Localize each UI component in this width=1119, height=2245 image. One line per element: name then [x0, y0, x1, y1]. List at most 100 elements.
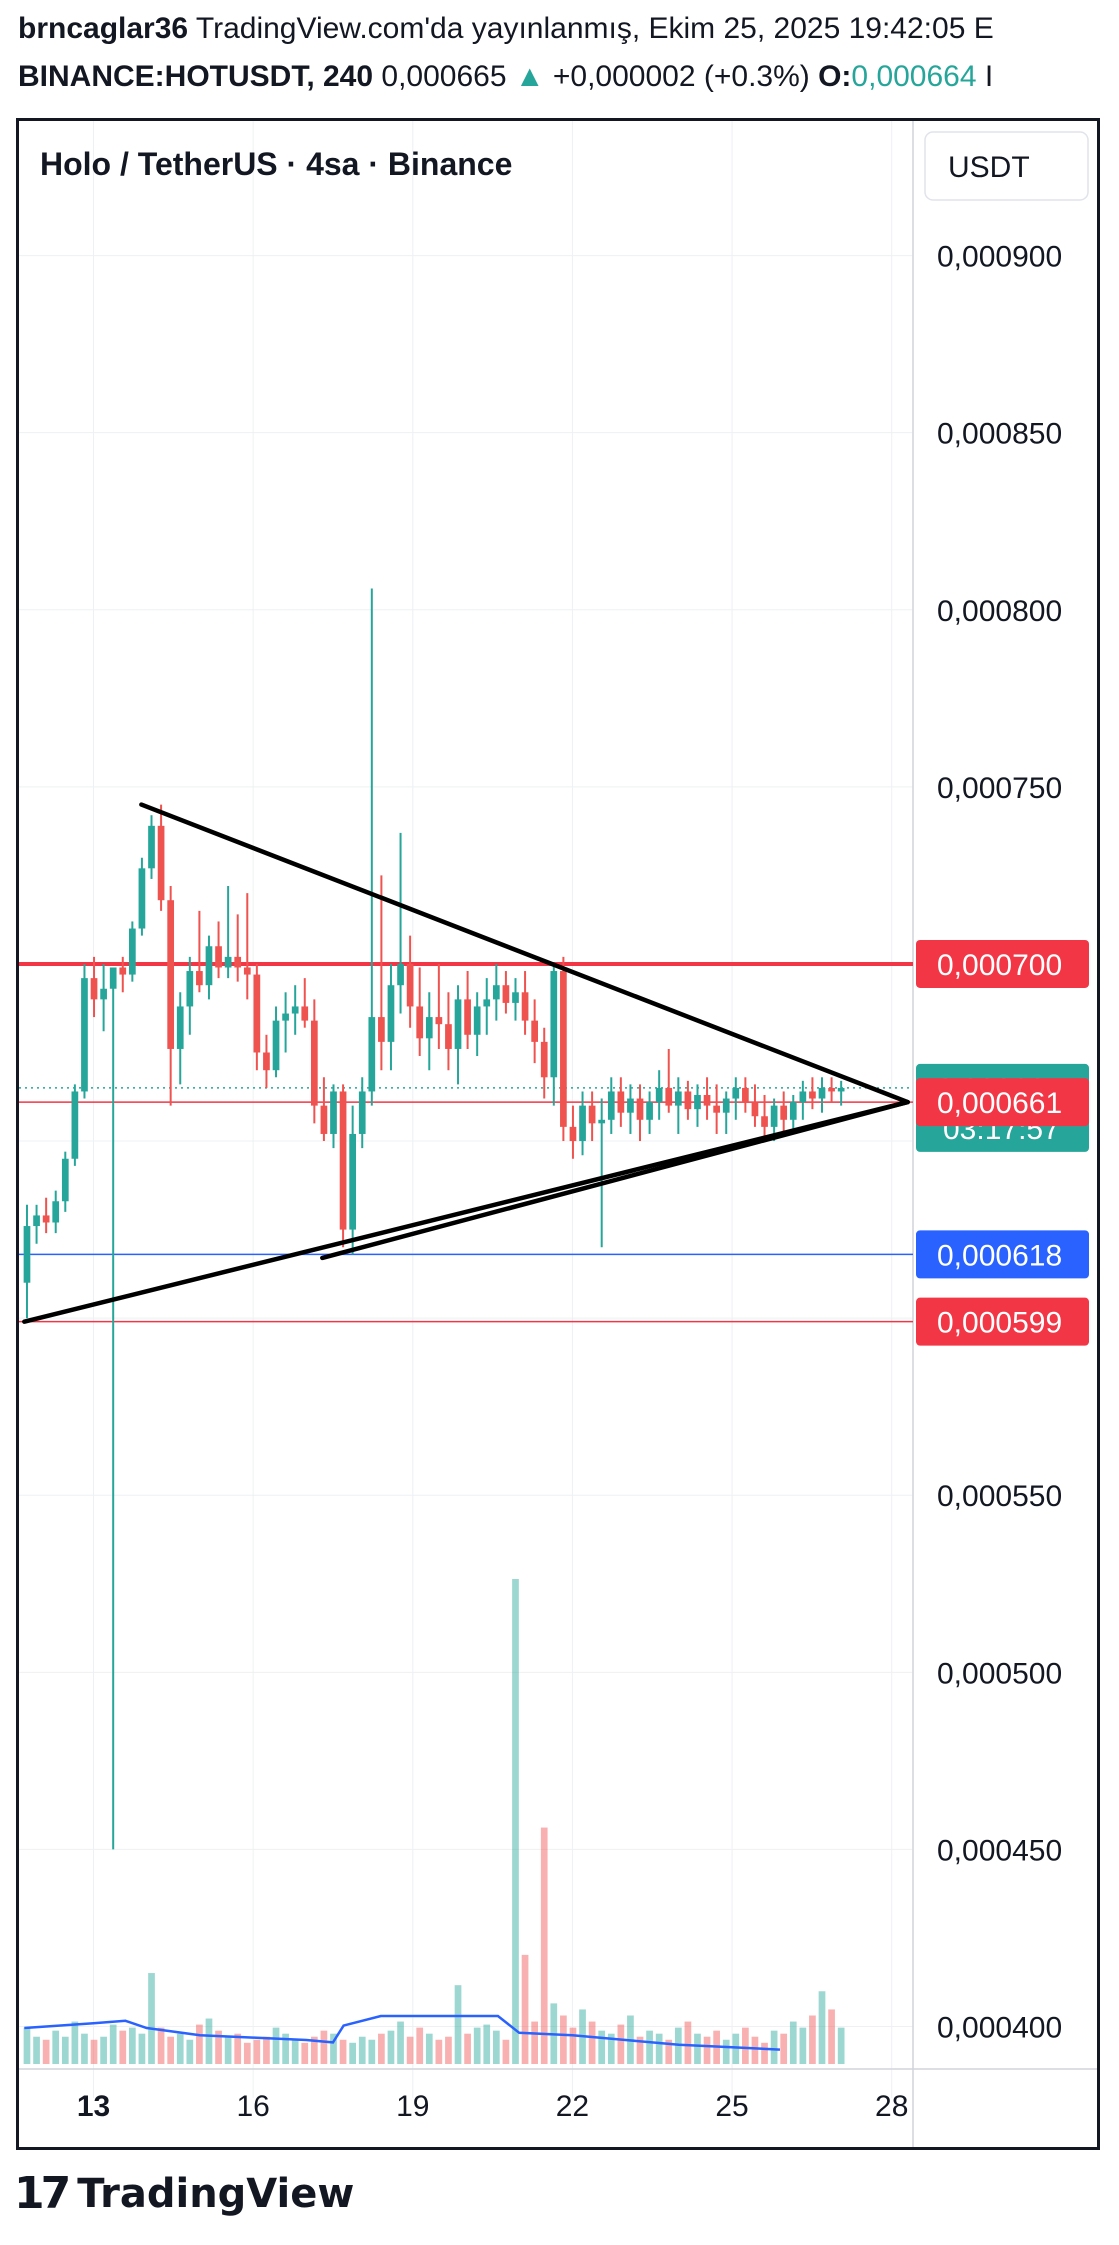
volume-bar — [310, 2036, 318, 2064]
volume-bar — [167, 2036, 175, 2064]
candle — [521, 971, 529, 1035]
volume-bar — [828, 2009, 835, 2064]
last-price: 0,000665 — [373, 60, 515, 93]
volume-bar — [138, 2033, 146, 2064]
candle — [148, 815, 155, 879]
volume-bar — [665, 2039, 673, 2064]
volume-bar — [588, 2021, 596, 2064]
volume-bar — [751, 2036, 759, 2064]
candle-body — [674, 1091, 682, 1106]
volume-bar — [109, 2024, 117, 2064]
volume-bar — [253, 2039, 261, 2064]
volume-bar — [368, 2039, 376, 2064]
candle — [119, 956, 127, 993]
volume-bar — [655, 2033, 663, 2064]
candle — [684, 1080, 692, 1120]
volume-bar — [397, 2021, 404, 2064]
x-tick-label: 22 — [556, 2090, 589, 2123]
candle — [809, 1077, 816, 1110]
author-name[interactable]: brncaglar36 — [18, 12, 189, 45]
candle-body — [560, 971, 567, 1127]
volume-bar — [148, 1973, 155, 2064]
candle — [406, 935, 414, 1028]
y-tick-label: 0,000750 — [937, 772, 1062, 805]
candle — [761, 1095, 768, 1142]
volume-bar — [128, 2027, 136, 2064]
candle — [694, 1084, 701, 1127]
currency-button[interactable]: USDT — [924, 131, 1089, 201]
candle-body — [809, 1091, 816, 1099]
y-tick-label: 0,000800 — [937, 595, 1062, 628]
candle-body — [263, 1052, 270, 1071]
candle — [780, 1091, 788, 1134]
candle-body — [684, 1091, 692, 1110]
candle — [569, 1105, 577, 1159]
candle-body — [23, 1226, 31, 1283]
volume-bar — [349, 2042, 357, 2064]
volume-bar — [234, 2033, 242, 2064]
candle-body — [588, 1105, 596, 1124]
candle — [138, 857, 146, 936]
candle-body — [42, 1215, 50, 1223]
volume-bar — [81, 2033, 88, 2064]
candle-body — [492, 985, 500, 1000]
candle-body — [157, 825, 165, 901]
candle — [167, 886, 175, 1106]
candle — [234, 914, 242, 982]
candle — [243, 893, 251, 1000]
chart-title: Holo / TetherUS · 4sa · Binance — [40, 146, 512, 182]
candle-body — [52, 1201, 60, 1223]
tradingview-branding[interactable]: 17 TradingView — [14, 2168, 354, 2219]
candle — [464, 971, 471, 1049]
volume-bar — [780, 2033, 788, 2064]
candle — [732, 1077, 740, 1120]
y-tick-label: 0,000450 — [937, 1834, 1062, 1867]
candle-body — [761, 1116, 768, 1127]
currency-button-bg — [924, 131, 1089, 201]
candle — [224, 886, 232, 979]
candle-body — [521, 992, 529, 1021]
volume-bar — [809, 2015, 816, 2064]
volume-bar — [464, 2033, 471, 2064]
candle-body — [694, 1095, 701, 1110]
candle — [560, 956, 567, 1142]
triangle-trendline — [22, 1099, 910, 1324]
candle-body — [425, 1017, 433, 1039]
candle-body — [176, 1006, 184, 1049]
candle — [665, 1048, 673, 1113]
candle-body — [320, 1105, 328, 1134]
volume-bar — [71, 2021, 79, 2064]
candle-body — [81, 978, 88, 1092]
candle — [502, 971, 510, 1014]
candle-body — [90, 978, 98, 1000]
y-tick-label: 0,000900 — [937, 241, 1062, 274]
candle — [454, 985, 462, 1085]
candle-body — [406, 963, 414, 1007]
volume-bar — [186, 2039, 194, 2064]
candle — [291, 985, 299, 1035]
candle — [540, 1027, 548, 1099]
candle — [674, 1077, 682, 1134]
candle — [598, 1098, 606, 1248]
candle-body — [196, 971, 203, 986]
price-label-text: 0,000599 — [937, 1307, 1062, 1340]
volume-bar — [320, 2030, 328, 2064]
price-change: +0,000002 (+0.3%) — [544, 60, 819, 93]
volume-bar — [732, 2033, 740, 2064]
candle — [368, 588, 376, 1106]
candle — [176, 992, 184, 1085]
candle-body — [818, 1087, 826, 1099]
publish-header: brncaglar36 TradingView.com'da yayınlanm… — [18, 12, 994, 46]
volume-bar — [425, 2033, 433, 2064]
candle — [100, 963, 107, 1032]
candles — [23, 588, 845, 1850]
volume-bar — [540, 1827, 548, 2064]
candle-body — [780, 1105, 788, 1120]
volume-bar — [722, 2039, 730, 2064]
candle-body — [186, 971, 194, 1007]
y-tick-label: 0,000500 — [937, 1657, 1062, 1690]
candle — [109, 967, 117, 1850]
volume-bar — [100, 2036, 107, 2064]
candle — [263, 1034, 270, 1088]
